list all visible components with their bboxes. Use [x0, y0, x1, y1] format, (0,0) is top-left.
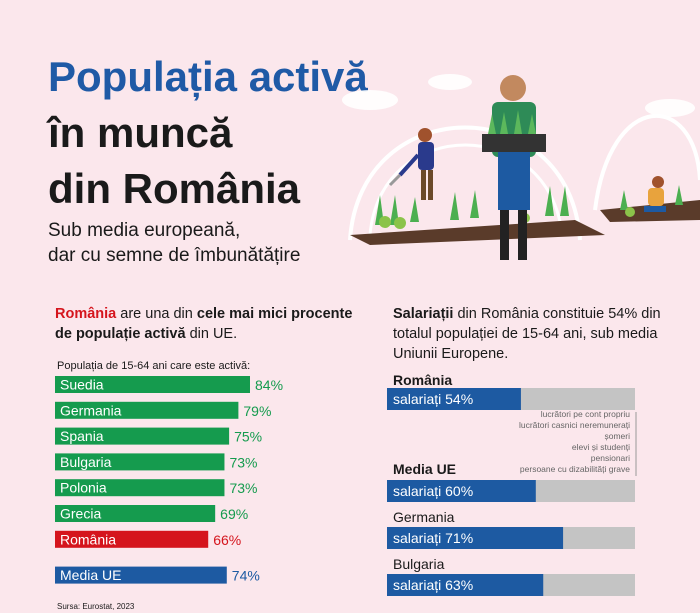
- legend-bracket: [635, 412, 637, 476]
- left-chart-title: Populația de 15-64 ani care este activă:: [57, 360, 251, 372]
- bar-label: Media UE: [60, 567, 121, 583]
- bar-value-label: salariați 54%: [393, 391, 473, 407]
- value-label: 66%: [213, 532, 241, 548]
- intro-text-2: din UE.: [185, 326, 238, 342]
- value-label: 79%: [243, 403, 271, 419]
- legend-item: pensionari: [590, 453, 630, 463]
- category-bulgaria: Bulgaria: [393, 556, 445, 572]
- intro-highlight-2: cele mai mici procente de populație acti…: [55, 306, 353, 342]
- legend-item: șomeri: [604, 431, 630, 441]
- subtitle-line-2: dar cu semne de îmbunătățire: [48, 245, 301, 266]
- employees-share-bar-chart: salariați 54% salariați 60% salariați 71% s…: [387, 388, 635, 596]
- bar-polonia: [55, 479, 225, 497]
- intro-highlight-romania: România: [55, 306, 117, 322]
- legend-item: persoane cu dizabilități grave: [519, 464, 630, 474]
- bar-bulgaria: [55, 453, 225, 471]
- page-title-line-1: Populația activă: [48, 53, 368, 100]
- greenhouse-illustration: [342, 74, 700, 260]
- bar-salariati: [387, 574, 544, 596]
- bar-germania: [55, 401, 239, 419]
- source-note: Sursa: Eurostat, 2023: [57, 602, 135, 611]
- bar-label: Suedia: [60, 377, 104, 393]
- bar-grecia: [55, 505, 216, 522]
- bar-spania: [55, 427, 230, 445]
- active-population-bar-chart: Suedia 84% Germania 79% Spania 75% Bulgaria 73%…: [55, 376, 283, 584]
- value-label: 73%: [229, 454, 257, 470]
- category-romania: România: [393, 372, 453, 388]
- intro-text-right: din România constituie 54% din totalul p…: [393, 306, 661, 362]
- page-title-line-2: în muncă: [48, 109, 233, 156]
- other-categories-legend: lucrători pe cont propriu lucrători casn…: [470, 409, 630, 475]
- value-label: 75%: [234, 429, 262, 445]
- bar-value-label: salariați 71%: [393, 530, 473, 546]
- value-label: 74%: [232, 568, 260, 584]
- legend-item: lucrători pe cont propriu: [540, 409, 630, 419]
- bar-românia: [55, 530, 209, 548]
- bar-label: Bulgaria: [60, 454, 112, 470]
- bar-salariati: [387, 480, 536, 502]
- category-germania: Germania: [393, 509, 455, 525]
- legend-item: elevi și studenți: [571, 442, 630, 452]
- bar-suedia: [55, 376, 250, 393]
- category-media-ue: Media UE: [393, 461, 457, 477]
- right-intro-text: Salariații din România constituie 54% di…: [393, 304, 673, 364]
- bar-label: Polonia: [60, 480, 107, 496]
- intro-text-1: are una din: [116, 306, 197, 322]
- left-intro-text: România are una din cele mai mici procen…: [55, 304, 355, 344]
- bar-label: Grecia: [60, 506, 101, 522]
- bar-salariati: [387, 388, 521, 410]
- bar-label: Spania: [60, 428, 104, 444]
- value-label: 73%: [229, 480, 257, 496]
- intro-highlight-salariati: Salariații: [393, 306, 454, 322]
- legend-item: lucrători casnici neremunerați: [518, 420, 630, 430]
- bar-label: România: [60, 531, 116, 547]
- bar-media ue: [55, 566, 227, 584]
- page-title-line-3: din România: [48, 165, 301, 212]
- bar-value-label: salariați 63%: [393, 577, 473, 593]
- bar-salariati: [387, 527, 564, 549]
- bar-label: Germania: [60, 402, 122, 418]
- bar-value-label: salariați 60%: [393, 483, 473, 499]
- value-label: 84%: [255, 377, 283, 393]
- value-label: 69%: [220, 506, 248, 522]
- subtitle-line-1: Sub media europeană,: [48, 220, 241, 241]
